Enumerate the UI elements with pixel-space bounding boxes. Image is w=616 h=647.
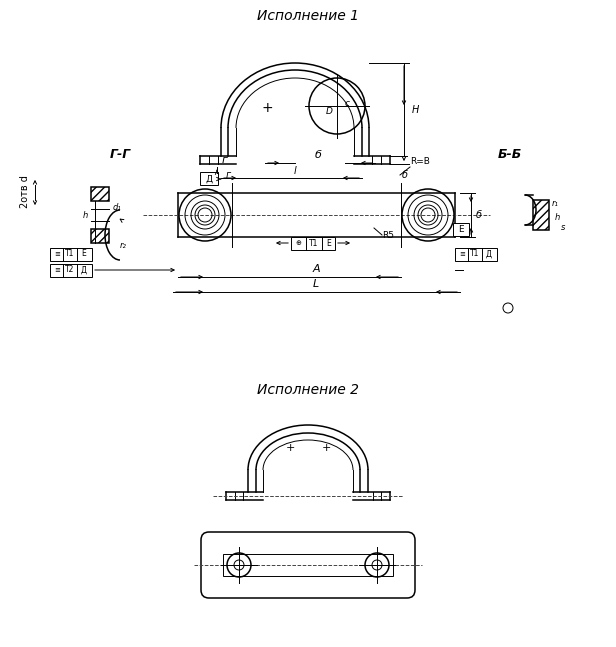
Text: r₂: r₂ bbox=[120, 241, 126, 250]
Bar bbox=[455, 248, 497, 261]
Bar bbox=[91, 229, 109, 243]
Text: R=В: R=В bbox=[410, 157, 430, 166]
Text: Т1: Т1 bbox=[65, 250, 75, 259]
Text: А: А bbox=[312, 264, 320, 274]
Text: +: + bbox=[285, 443, 294, 453]
Text: +: + bbox=[322, 443, 331, 453]
Text: r₁: r₁ bbox=[551, 199, 559, 208]
Text: б: б bbox=[476, 210, 482, 220]
Text: б: б bbox=[315, 150, 322, 160]
Text: d₁: d₁ bbox=[113, 203, 121, 212]
Text: Д: Д bbox=[206, 175, 213, 184]
Text: L: L bbox=[313, 279, 319, 289]
Text: h: h bbox=[554, 212, 559, 221]
Bar bbox=[91, 187, 109, 201]
Bar bbox=[533, 200, 549, 230]
Text: ⊕: ⊕ bbox=[295, 240, 301, 246]
Text: Е: Е bbox=[82, 250, 86, 259]
Text: +: + bbox=[261, 101, 273, 115]
Text: Т1: Т1 bbox=[470, 250, 480, 259]
Text: H: H bbox=[411, 105, 419, 115]
Bar bbox=[50, 248, 92, 261]
Text: 2отв d: 2отв d bbox=[20, 175, 30, 208]
Text: ≡: ≡ bbox=[459, 251, 465, 257]
Bar bbox=[291, 237, 335, 250]
Text: R5: R5 bbox=[382, 230, 394, 239]
Text: Д: Д bbox=[486, 250, 492, 259]
Text: D: D bbox=[326, 107, 333, 116]
Text: б: б bbox=[402, 170, 408, 180]
Text: Исполнение 2: Исполнение 2 bbox=[257, 383, 359, 397]
Bar bbox=[533, 200, 549, 230]
Text: Е: Е bbox=[326, 239, 331, 248]
Text: г: г bbox=[222, 155, 228, 165]
Text: ≡: ≡ bbox=[54, 251, 60, 257]
Bar bbox=[50, 264, 92, 277]
Bar bbox=[453, 223, 469, 236]
Bar bbox=[91, 187, 109, 201]
Text: Г-Г: Г-Г bbox=[110, 149, 131, 162]
Text: Т1: Т1 bbox=[309, 239, 318, 248]
Text: Исполнение 1: Исполнение 1 bbox=[257, 9, 359, 23]
Text: Т2: Т2 bbox=[65, 265, 75, 274]
Text: s: s bbox=[561, 223, 565, 232]
Text: Е: Е bbox=[458, 226, 464, 234]
Bar bbox=[223, 554, 393, 576]
Bar bbox=[91, 229, 109, 243]
Text: l: l bbox=[294, 166, 296, 176]
FancyBboxPatch shape bbox=[201, 532, 415, 598]
Text: Б-Б: Б-Б bbox=[498, 149, 522, 162]
Text: Д: Д bbox=[81, 265, 87, 274]
Text: ≡: ≡ bbox=[54, 267, 60, 273]
Text: c: c bbox=[344, 100, 349, 109]
Text: h: h bbox=[83, 210, 87, 219]
Text: г: г bbox=[225, 170, 230, 180]
Bar bbox=[200, 172, 218, 185]
